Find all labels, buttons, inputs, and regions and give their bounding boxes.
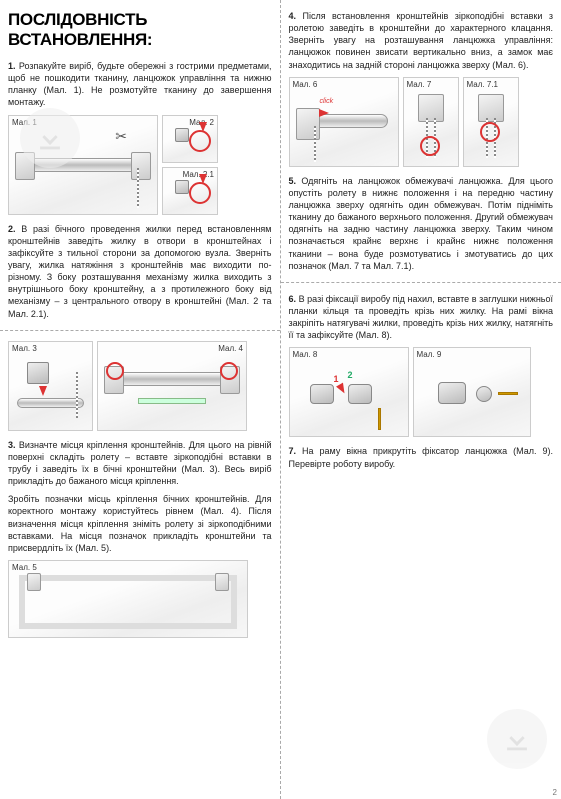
- step-7-text: 7. На раму вікна прикрутіть фіксатор лан…: [289, 445, 554, 469]
- watermark-icon-2: [20, 108, 80, 168]
- step-2-body: В разі бічного проведення жилки перед вс…: [8, 224, 272, 319]
- fig7-label: Мал. 7: [407, 80, 432, 89]
- fig9-label: Мал. 9: [417, 350, 442, 359]
- step-5-text: 5. Одягніть на ланцюжок обмежувачі ланцю…: [289, 175, 554, 272]
- step-7-body: На раму вікна прикрутіть фіксатор ланцюж…: [289, 446, 554, 468]
- step-3a-text: 3. Визначте місця кріплення кронштейнів.…: [8, 439, 272, 488]
- watermark-icon: [487, 709, 547, 769]
- page-number: 2: [553, 788, 557, 797]
- step-6-body: В разі фіксації виробу під нахил, вставт…: [289, 294, 554, 340]
- figure-8: Мал. 8 1 2: [289, 347, 409, 437]
- step-4-text: 4. Після встановлення кронштейнів зіркоп…: [289, 10, 554, 71]
- step-6-text: 6. В разі фіксації виробу під нахил, вст…: [289, 293, 554, 342]
- figure-5: Мал. 5: [8, 560, 248, 638]
- num-1: 1: [334, 374, 339, 384]
- step-4-body: Після встановлення кронштейнів зіркоподі…: [289, 11, 554, 70]
- fig-row-4: Мал. 6 click Мал. 7 Мал. 7.1: [289, 77, 554, 167]
- figure-3: Мал. 3: [8, 341, 93, 431]
- step-1-body: Розпакуйте виріб, будьте обережні з гост…: [8, 61, 272, 107]
- right-column: 4. Після встановлення кронштейнів зіркоп…: [281, 0, 561, 799]
- fig71-label: Мал. 7.1: [467, 80, 498, 89]
- fig-row-5: Мал. 8 1 2 Мал. 9: [289, 347, 554, 437]
- page-title: ПОСЛІДОВНІСТЬ ВСТАНОВЛЕННЯ:: [8, 10, 272, 50]
- click-label: click: [320, 98, 334, 105]
- figure-2: Мал. 2: [162, 115, 218, 163]
- step-3a-body: Визначте місця кріплення кронштейнів. Дл…: [8, 440, 272, 486]
- fig6-label: Мал. 6: [293, 80, 318, 89]
- fig3-label: Мал. 3: [12, 344, 37, 353]
- figure-4: Мал. 4: [97, 341, 247, 431]
- step-3b-text: Зробіть позначки місць кріплення бічних …: [8, 493, 272, 554]
- step-5-body: Одягніть на ланцюжок обмежувачі ланцюжка…: [289, 176, 554, 271]
- figure-7: Мал. 7: [403, 77, 459, 167]
- fig-row-2: Мал. 3 Мал. 4: [8, 341, 272, 431]
- fig8-label: Мал. 8: [293, 350, 318, 359]
- figure-9: Мал. 9: [413, 347, 531, 437]
- fig4-label: Мал. 4: [218, 344, 243, 353]
- figure-6: Мал. 6 click: [289, 77, 399, 167]
- step-2-text: 2. В разі бічного проведення жилки перед…: [8, 223, 272, 320]
- fig5-label: Мал. 5: [12, 563, 37, 572]
- figure-2-1: Мал. 2.1: [162, 167, 218, 215]
- fig-row-3: Мал. 5: [8, 560, 272, 638]
- num-2: 2: [348, 370, 353, 380]
- step-1-text: 1. Розпакуйте виріб, будьте обережні з г…: [8, 60, 272, 109]
- figure-7-1: Мал. 7.1: [463, 77, 519, 167]
